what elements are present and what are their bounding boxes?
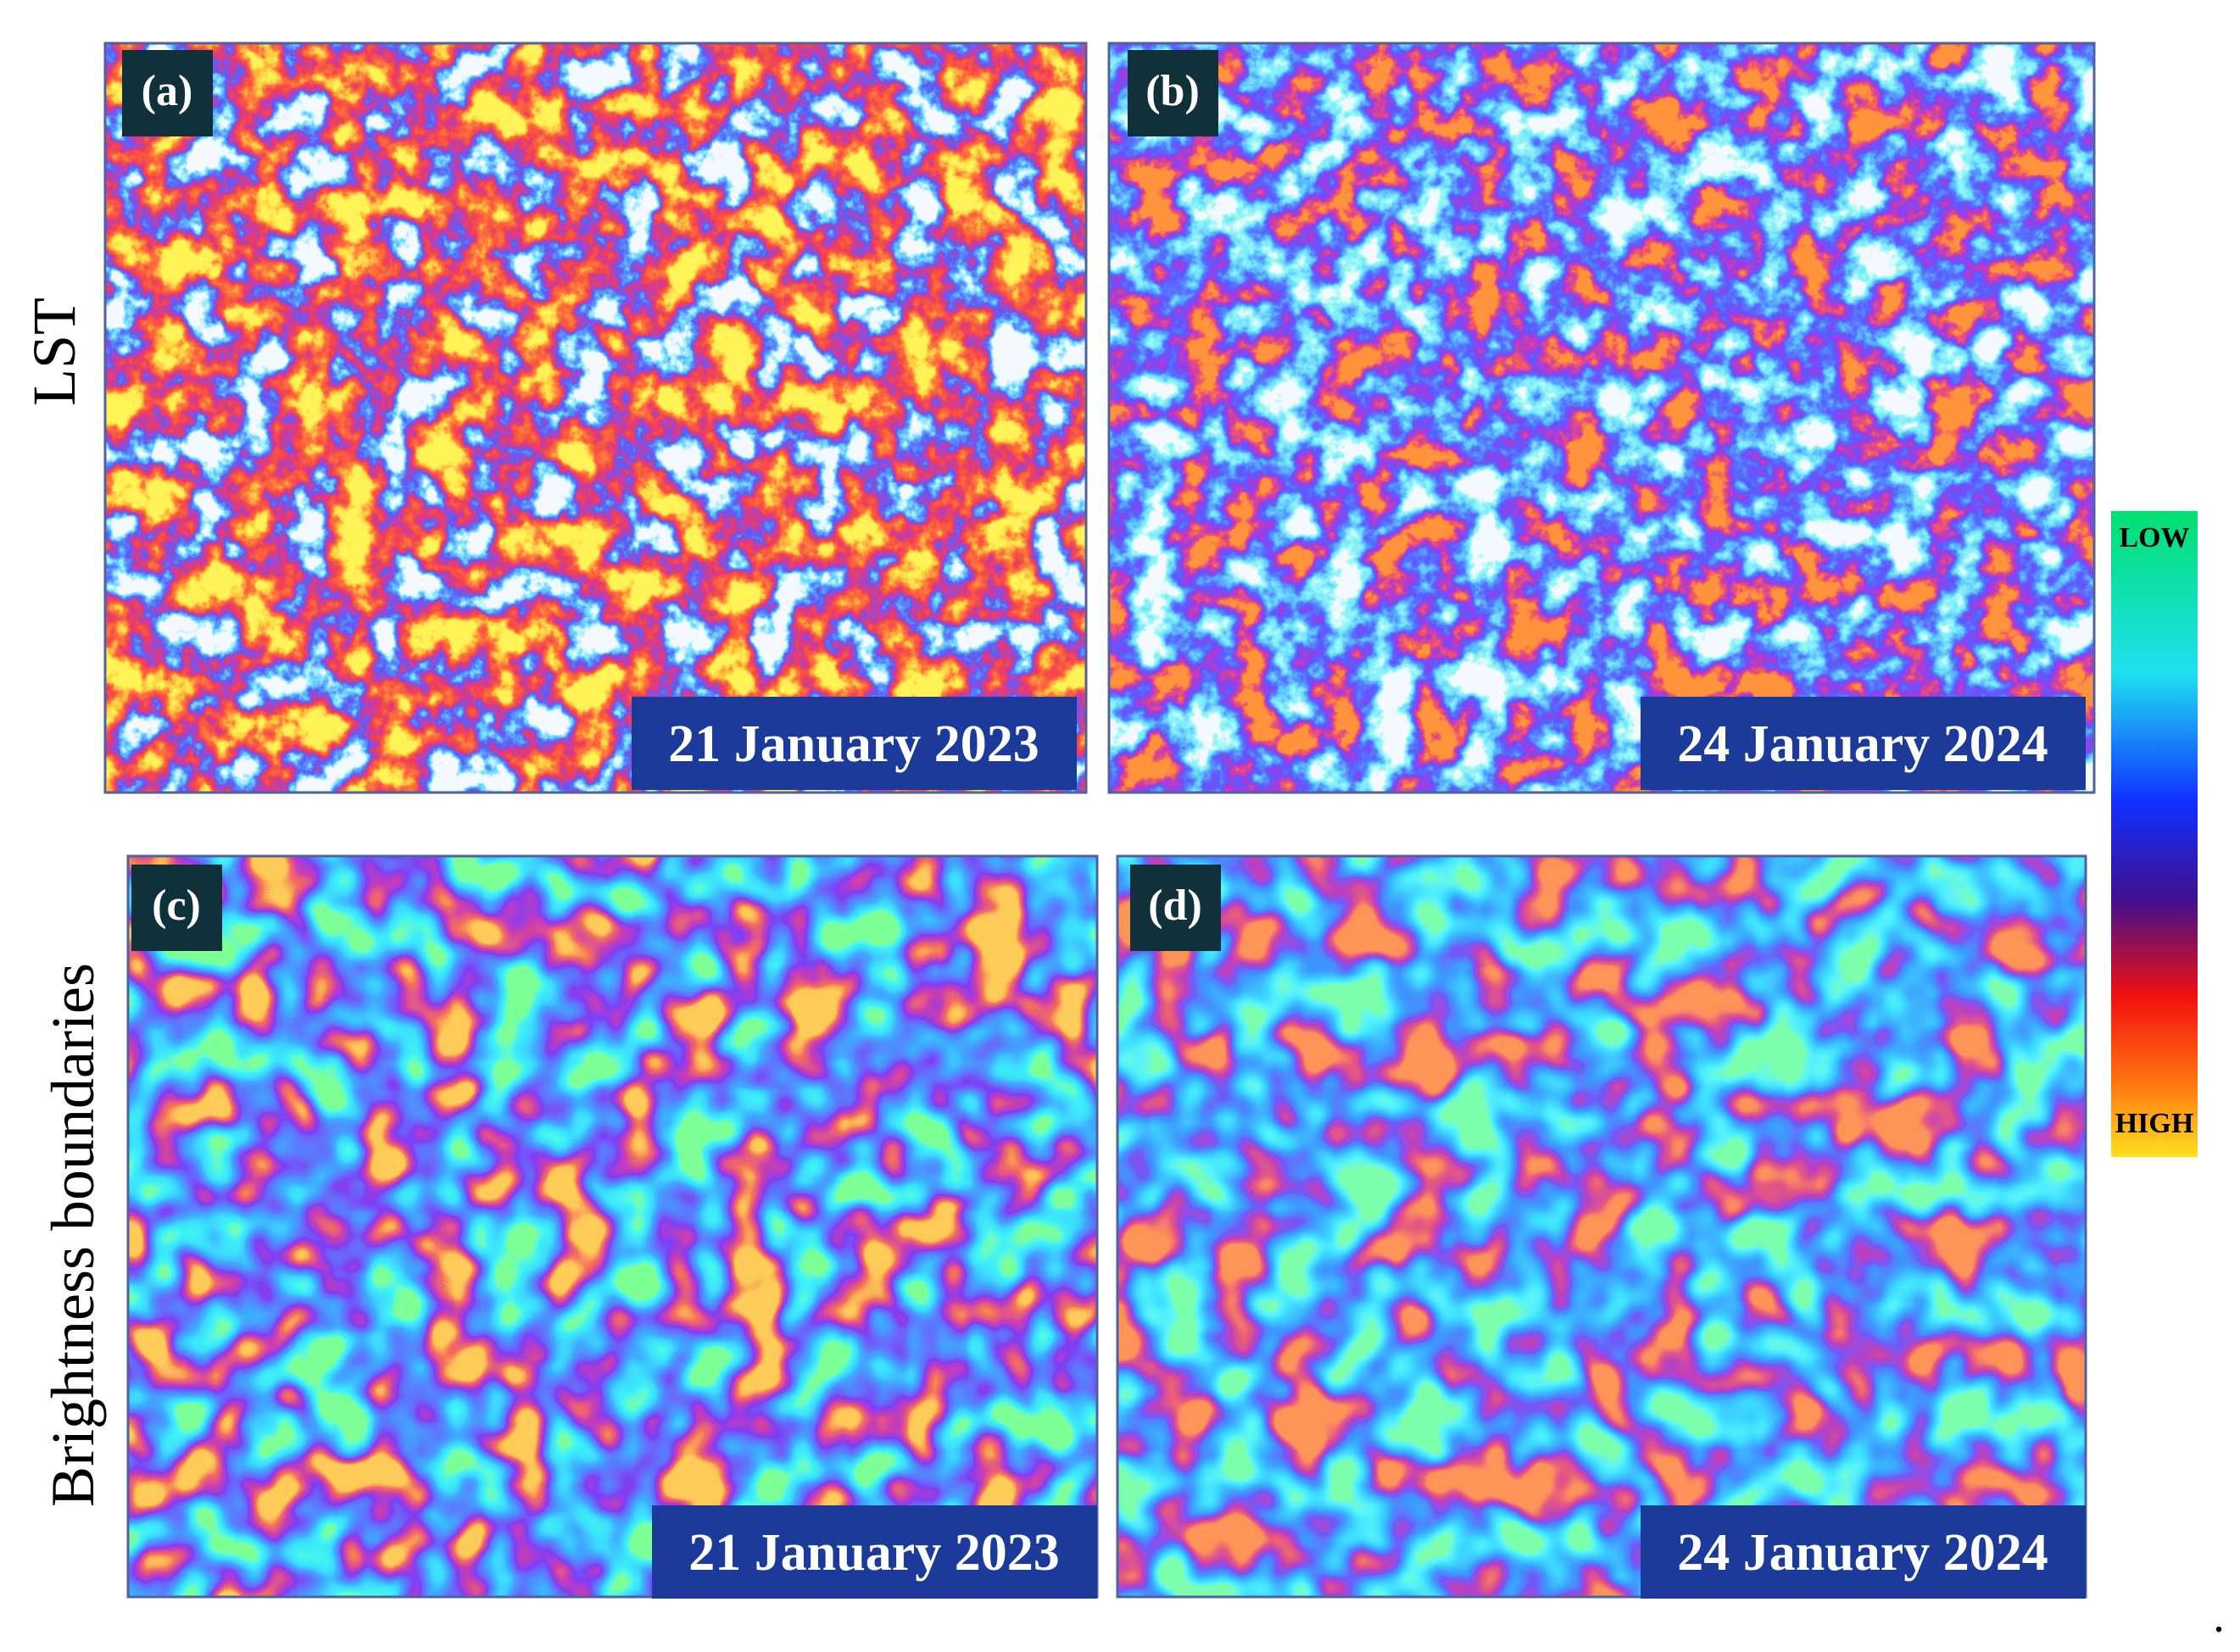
panel-date: 21 January 2023 — [688, 1524, 1059, 1582]
panel-d: (d) 24 January 2024 — [1116, 854, 2087, 1599]
date-box — [632, 697, 1077, 790]
colorbar-low: LOW — [2119, 522, 2189, 553]
lst-map — [105, 43, 1086, 793]
trailing-mark: . — [2215, 1601, 2223, 1639]
colorbar-high: HIGH — [2115, 1108, 2194, 1139]
panel-date: 24 January 2024 — [1677, 715, 2048, 773]
panel-border — [126, 854, 1099, 1599]
panel-border — [1107, 42, 2096, 794]
date-box — [1641, 1505, 2086, 1599]
date-box — [652, 1505, 1097, 1599]
panel-a: (a) 21 January 2023 — [103, 42, 1088, 794]
panel-label: (b) — [1145, 67, 1200, 115]
label-box — [1128, 50, 1218, 136]
row-label: LST — [20, 298, 88, 406]
panel-label: (d) — [1148, 882, 1202, 930]
colorbar: LOW HIGH — [2111, 511, 2198, 1157]
panel-c: (c) 21 January 2023 — [126, 854, 1099, 1599]
panel-border — [1116, 854, 2087, 1599]
row-label: Brightness boundaries — [39, 963, 107, 1507]
date-box — [1641, 697, 2086, 790]
panel-date: 24 January 2024 — [1677, 1524, 2048, 1582]
panel-border — [103, 42, 1088, 794]
label-box — [1130, 865, 1221, 951]
brightness-map — [128, 856, 1097, 1597]
panel-label: (c) — [152, 882, 201, 930]
panel-label: (a) — [142, 67, 193, 115]
label-box — [122, 50, 213, 136]
lst-map — [1109, 43, 2094, 793]
panel-b: (b) 24 January 2024 — [1107, 42, 2096, 794]
panel-date: 21 January 2023 — [668, 715, 1039, 773]
brightness-map — [1117, 856, 2086, 1597]
label-box — [131, 865, 222, 951]
colorbar-gradient — [2111, 511, 2198, 1157]
